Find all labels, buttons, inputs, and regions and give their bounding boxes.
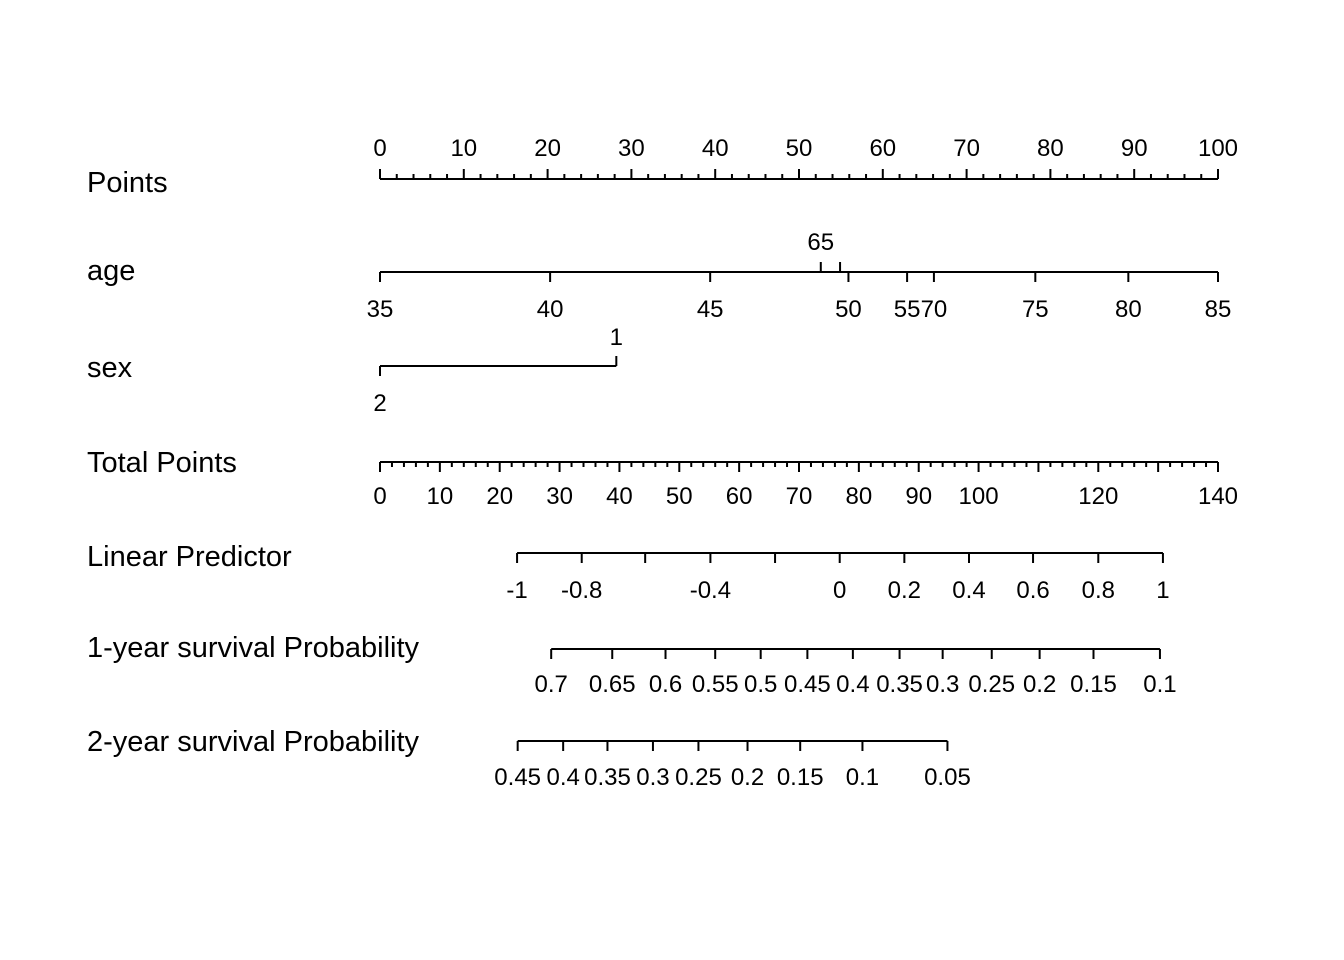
2yr-survival-tick-label: 0.15 xyxy=(777,764,824,791)
points-tick-label: 40 xyxy=(702,135,729,162)
points-tick-label: 100 xyxy=(1198,135,1238,162)
1yr-survival-tick-label: 0.4 xyxy=(836,671,869,698)
sex-tick-label: 1 xyxy=(610,324,623,351)
1yr-survival-tick-label: 0.15 xyxy=(1070,671,1117,698)
total-points-tick-label: 70 xyxy=(786,483,813,510)
age-tick-label: 40 xyxy=(537,296,564,323)
1yr-survival-tick-label: 0.45 xyxy=(784,671,831,698)
1yr-survival-tick-label: 0.25 xyxy=(968,671,1015,698)
2yr-survival-tick-label: 0.35 xyxy=(584,764,631,791)
total-points-tick-label: 0 xyxy=(373,483,386,510)
points-tick-label: 50 xyxy=(786,135,813,162)
total-points-tick-label: 100 xyxy=(959,483,999,510)
1yr-survival-tick-label: 0.65 xyxy=(589,671,636,698)
points-tick-label: 30 xyxy=(618,135,645,162)
linear-predictor-tick-label: 0 xyxy=(833,577,846,604)
total-points-tick-label: 140 xyxy=(1198,483,1238,510)
points-tick-label: 80 xyxy=(1037,135,1064,162)
2yr-survival-tick-label: 0.3 xyxy=(636,764,669,791)
age-tick-label: 70 xyxy=(921,296,948,323)
2yr-survival-tick-label: 0.1 xyxy=(846,764,879,791)
1yr-survival-tick-label: 0.3 xyxy=(926,671,959,698)
points-tick-label: 10 xyxy=(450,135,477,162)
1yr-survival-tick-label: 0.35 xyxy=(876,671,923,698)
total-points-tick-label: 20 xyxy=(486,483,513,510)
points-tick-label: 70 xyxy=(953,135,980,162)
1yr-survival-tick-label: 0.1 xyxy=(1143,671,1176,698)
total-points-tick-label: 80 xyxy=(846,483,873,510)
age-tick-label: 50 xyxy=(835,296,862,323)
points-tick-label: 20 xyxy=(534,135,561,162)
1yr-survival-tick-label: 0.55 xyxy=(692,671,739,698)
total-points-tick-label: 50 xyxy=(666,483,693,510)
age-tick-label: 55 xyxy=(894,296,921,323)
row-label-1yr-survival: 1-year survival Probability xyxy=(87,632,420,664)
row-label-sex: sex xyxy=(87,352,133,384)
age-tick-label: 75 xyxy=(1022,296,1049,323)
age-tick-label: 80 xyxy=(1115,296,1142,323)
1yr-survival-tick-label: 0.7 xyxy=(535,671,568,698)
linear-predictor-tick-label: -0.4 xyxy=(690,577,731,604)
points-tick-label: 0 xyxy=(373,135,386,162)
points-tick-label: 60 xyxy=(869,135,896,162)
2yr-survival-tick-label: 0.05 xyxy=(924,764,971,791)
row-label-2yr-survival: 2-year survival Probability xyxy=(87,726,420,758)
linear-predictor-tick-label: -0.8 xyxy=(561,577,602,604)
total-points-tick-label: 10 xyxy=(427,483,454,510)
age-tick-label: 65 xyxy=(807,229,834,256)
linear-predictor-tick-label: 0.4 xyxy=(952,577,985,604)
age-tick-label: 35 xyxy=(367,296,394,323)
row-label-points: Points xyxy=(87,167,168,199)
points-tick-label: 90 xyxy=(1121,135,1148,162)
age-tick-label: 45 xyxy=(697,296,724,323)
linear-predictor-tick-label: 0.6 xyxy=(1016,577,1049,604)
linear-predictor-tick-label: 0.8 xyxy=(1082,577,1115,604)
linear-predictor-tick-label: 1 xyxy=(1156,577,1169,604)
total-points-tick-label: 90 xyxy=(905,483,932,510)
total-points-tick-label: 60 xyxy=(726,483,753,510)
1yr-survival-tick-label: 0.5 xyxy=(744,671,777,698)
linear-predictor-tick-label: -1 xyxy=(506,577,527,604)
2yr-survival-tick-label: 0.2 xyxy=(731,764,764,791)
total-points-tick-label: 40 xyxy=(606,483,633,510)
age-tick-label: 85 xyxy=(1205,296,1232,323)
1yr-survival-tick-label: 0.6 xyxy=(649,671,682,698)
linear-predictor-tick-label: 0.2 xyxy=(888,577,921,604)
row-label-total-points: Total Points xyxy=(87,447,237,479)
2yr-survival-tick-label: 0.45 xyxy=(494,764,541,791)
row-label-age: age xyxy=(87,255,135,287)
sex-tick-label: 2 xyxy=(373,390,386,417)
total-points-tick-label: 120 xyxy=(1078,483,1118,510)
row-label-linear-predictor: Linear Predictor xyxy=(87,541,292,573)
2yr-survival-tick-label: 0.4 xyxy=(546,764,579,791)
1yr-survival-tick-label: 0.2 xyxy=(1023,671,1056,698)
2yr-survival-tick-label: 0.25 xyxy=(675,764,722,791)
total-points-tick-label: 30 xyxy=(546,483,573,510)
